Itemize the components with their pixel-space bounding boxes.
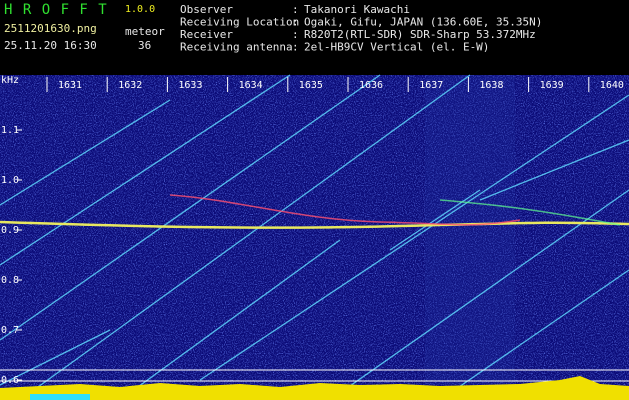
frequency-label: 0.9 [1, 225, 19, 236]
field-separator: : [292, 3, 299, 16]
field-label: Receiving antenna [180, 41, 293, 54]
echo-trace [439, 199, 621, 226]
frequency-label: 0.7 [1, 325, 19, 336]
time-label: 1635 [299, 80, 323, 91]
time-label: 1634 [239, 80, 263, 91]
frequency-label: 1.1 [1, 125, 19, 136]
date-time: 25.11.20 16:30 [4, 39, 97, 52]
field-label: Receiving Location [180, 16, 299, 29]
time-label: 1632 [118, 80, 142, 91]
time-label: 1640 [600, 80, 624, 91]
field-label: Receiver [180, 28, 233, 41]
echo-trace [169, 194, 521, 226]
noise-band [425, 75, 515, 385]
field-separator: : [292, 16, 299, 29]
power-marker [30, 394, 90, 400]
time-label: 1631 [58, 80, 82, 91]
time-label: 1639 [540, 80, 564, 91]
meteor-traces [0, 74, 629, 400]
frequency-label: 0.8 [1, 275, 19, 286]
frequency-label: 0.6 [1, 375, 19, 386]
header-bg [0, 0, 629, 75]
time-label: 1638 [479, 80, 503, 91]
noise [0, 75, 629, 400]
carrier-trace [0, 220, 629, 229]
field-separator: : [292, 28, 299, 41]
field-value: R820T2(RTL-SDR) SDR-Sharp 53.372MHz [304, 28, 536, 41]
time-label: 1637 [419, 80, 443, 91]
field-value: 2el-HB9CV Vertical (el. E-W) [304, 41, 489, 54]
power-spectrum [0, 376, 629, 400]
frequency-label: 1.0 [1, 175, 19, 186]
time-label: 1636 [359, 80, 383, 91]
file-name: 2511201630.png [4, 22, 97, 35]
field-value: Ogaki, Gifu, JAPAN (136.60E, 35.35N) [304, 16, 542, 29]
field-value: Takanori Kawachi [304, 3, 410, 16]
app-name: H R O F F T [4, 2, 108, 18]
field-separator: : [292, 41, 299, 54]
field-label: Observer [180, 3, 233, 16]
count: 36 [138, 39, 151, 52]
version: 1.0.0 [125, 4, 155, 15]
count-label: meteor [125, 25, 165, 38]
time-label: 1633 [178, 80, 202, 91]
unit-label: kHz [1, 75, 19, 86]
